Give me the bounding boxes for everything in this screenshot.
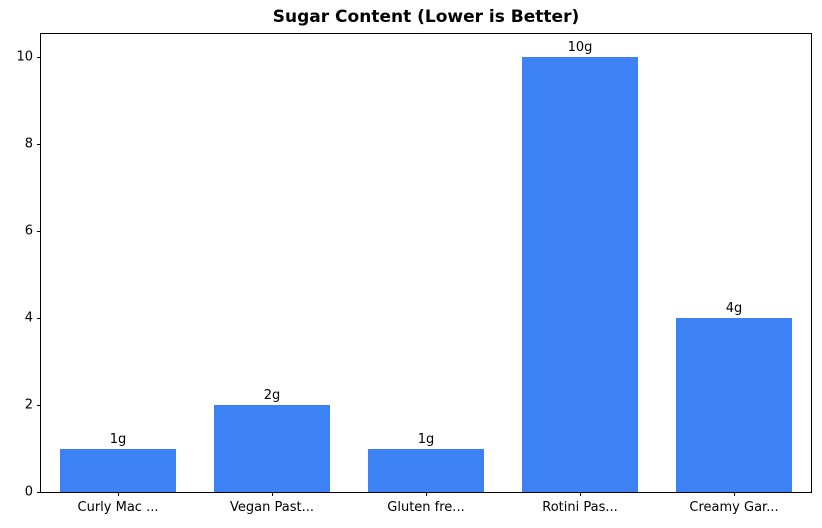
x-tick-label: Creamy Gar... <box>689 500 779 515</box>
y-tick-label: 8 <box>24 136 33 152</box>
bar-slot: 10g <box>503 34 657 492</box>
x-tick-label: Vegan Past... <box>230 500 314 515</box>
x-tick-mark <box>271 492 273 496</box>
y-tick-label: 4 <box>24 310 33 326</box>
bar-slot: 1g <box>349 34 503 492</box>
x-tick-label: Gluten fre... <box>387 500 465 515</box>
bar <box>213 405 331 492</box>
bar-value-label: 10g <box>567 40 593 56</box>
bar-slot: 4g <box>657 34 811 492</box>
y-tick-label: 2 <box>24 397 33 413</box>
x-tick-mark <box>579 492 581 496</box>
x-tick-mark <box>733 492 735 496</box>
bar <box>675 318 793 492</box>
y-tick-label: 0 <box>24 484 33 500</box>
x-tick-label: Rotini Pas... <box>542 500 618 515</box>
bar <box>59 448 177 492</box>
x-tick-label: Curly Mac ... <box>77 500 159 515</box>
bars-container: 1g 2g 1g 10g 4g <box>41 34 811 492</box>
x-tick-mark <box>425 492 427 496</box>
bar-value-label: 1g <box>109 431 127 447</box>
bar <box>521 57 639 492</box>
plot-area: 1g 2g 1g 10g 4g 0 2 4 6 8 10 Curly Mac ... Vegan P… <box>16 33 812 515</box>
bar-slot: 1g <box>41 34 195 492</box>
chart-title: Sugar Content (Lower is Better) <box>272 7 580 27</box>
y-tick-label: 6 <box>24 223 33 239</box>
x-tick-mark <box>117 492 119 496</box>
bar-value-label: 2g <box>263 388 281 404</box>
y-tick-label: 10 <box>16 49 33 65</box>
bar-value-label: 4g <box>725 301 743 317</box>
bar-value-label: 1g <box>417 431 435 447</box>
bar-slot: 2g <box>195 34 349 492</box>
bar <box>367 448 485 492</box>
